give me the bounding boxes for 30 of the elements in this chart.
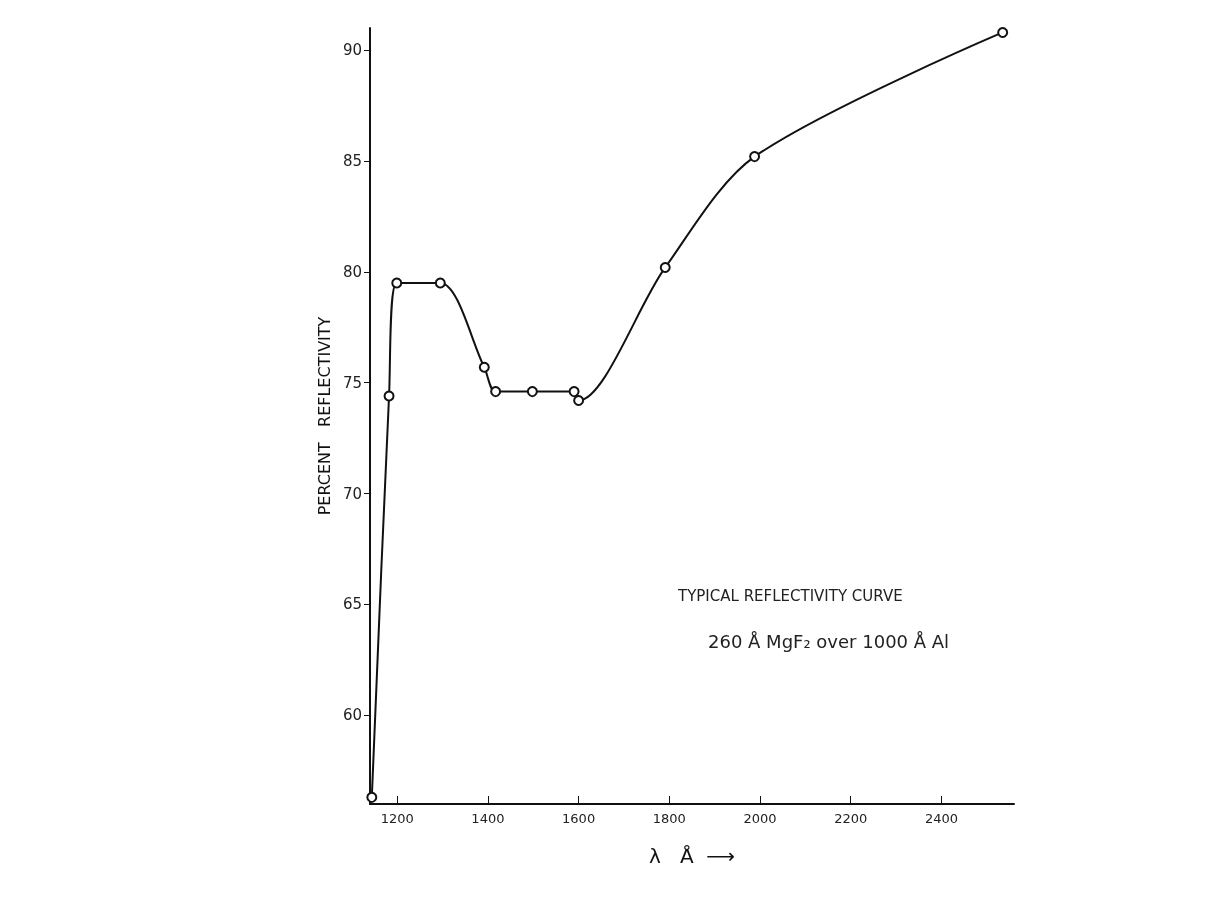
point [490,386,502,398]
y-tick-label: 85 [342,152,362,171]
y-tick-label: 80 [342,262,362,281]
x-tick-label: 2400 [924,811,958,826]
point [749,151,761,163]
x-tick-label: 2200 [834,811,868,826]
point [391,277,403,289]
x-tick-label: 1400 [471,811,505,826]
x-tick-label: 1600 [562,811,596,826]
y-axis-title: PERCENT REFLECTIVITY [314,316,334,516]
point [997,26,1009,38]
point [434,277,446,289]
y-tick-label: 65 [342,595,362,614]
y-tick-label: 90 [342,41,362,60]
point [659,261,671,273]
point [526,386,538,398]
annotation: TYPICAL REFLECTIVITY CURVE [677,586,903,605]
point [383,390,395,402]
point [568,386,580,398]
x-axis-title: λ Å ⟶ [649,844,735,868]
point [478,361,490,373]
x-tick-label: 2000 [743,811,777,826]
x-tick-label: 1800 [652,811,686,826]
point [366,791,378,803]
y-tick-label: 60 [342,706,362,725]
y-tick-label: 70 [342,484,362,503]
y-tick-label: 75 [342,373,362,392]
annotation: 260 Å MgF₂ over 1000 Å Al [708,630,950,652]
point [573,394,585,406]
x-tick-label: 1200 [380,811,414,826]
